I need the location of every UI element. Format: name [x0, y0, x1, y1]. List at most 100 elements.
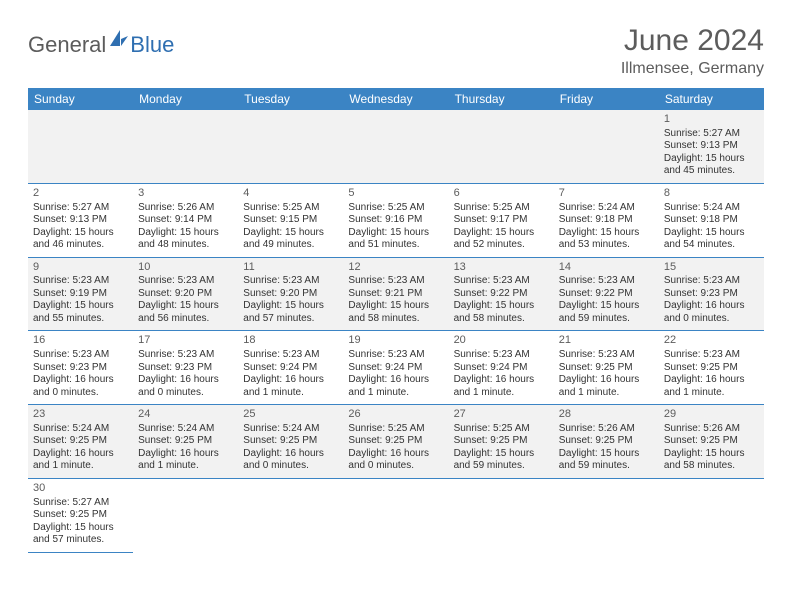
- day-info-line: Daylight: 16 hours: [348, 448, 443, 461]
- day-info-line: Sunrise: 5:23 AM: [243, 349, 338, 362]
- day-info-line: and 1 minute.: [559, 387, 654, 400]
- day-info-line: Sunset: 9:25 PM: [348, 435, 443, 448]
- calendar-day-cell: 3Sunrise: 5:26 AMSunset: 9:14 PMDaylight…: [133, 184, 238, 258]
- day-info-line: Sunset: 9:15 PM: [243, 214, 338, 227]
- day-info-line: Daylight: 15 hours: [348, 227, 443, 240]
- day-info-line: Sunrise: 5:26 AM: [664, 423, 759, 436]
- day-number: 12: [348, 261, 443, 275]
- day-info-line: Sunset: 9:25 PM: [559, 435, 654, 448]
- calendar-blank-cell: [133, 479, 238, 553]
- day-info-line: Sunset: 9:18 PM: [664, 214, 759, 227]
- day-info-line: Sunrise: 5:27 AM: [33, 202, 128, 215]
- day-info-line: Sunrise: 5:23 AM: [138, 349, 233, 362]
- calendar-day-cell: 9Sunrise: 5:23 AMSunset: 9:19 PMDaylight…: [28, 258, 133, 332]
- calendar-blank-cell: [28, 110, 133, 184]
- day-info-line: Sunrise: 5:23 AM: [348, 275, 443, 288]
- calendar-day-cell: 29Sunrise: 5:26 AMSunset: 9:25 PMDayligh…: [659, 405, 764, 479]
- day-info-line: Daylight: 15 hours: [559, 300, 654, 313]
- day-info-line: Sunrise: 5:25 AM: [243, 202, 338, 215]
- day-header: Wednesday: [343, 88, 448, 110]
- calendar-day-cell: 16Sunrise: 5:23 AMSunset: 9:23 PMDayligh…: [28, 331, 133, 405]
- day-info-line: Sunset: 9:24 PM: [454, 362, 549, 375]
- day-number: 21: [559, 334, 654, 348]
- day-info-line: Daylight: 16 hours: [559, 374, 654, 387]
- day-info-line: Daylight: 15 hours: [454, 227, 549, 240]
- day-info-line: Daylight: 15 hours: [243, 227, 338, 240]
- day-info-line: Sunset: 9:21 PM: [348, 288, 443, 301]
- day-number: 9: [33, 261, 128, 275]
- day-info-line: Sunrise: 5:23 AM: [664, 349, 759, 362]
- day-number: 15: [664, 261, 759, 275]
- day-info-line: Sunset: 9:23 PM: [33, 362, 128, 375]
- day-number: 26: [348, 408, 443, 422]
- day-info-line: Sunset: 9:18 PM: [559, 214, 654, 227]
- day-info-line: Sunset: 9:17 PM: [454, 214, 549, 227]
- day-number: 25: [243, 408, 338, 422]
- day-info-line: Sunrise: 5:24 AM: [559, 202, 654, 215]
- header: General Blue June 2024 Illmensee, German…: [28, 24, 764, 78]
- day-info-line: Sunrise: 5:27 AM: [33, 497, 128, 510]
- day-info-line: and 59 minutes.: [559, 460, 654, 473]
- day-number: 8: [664, 187, 759, 201]
- day-info-line: Sunrise: 5:23 AM: [33, 349, 128, 362]
- day-info-line: Daylight: 15 hours: [454, 300, 549, 313]
- day-info-line: Daylight: 15 hours: [348, 300, 443, 313]
- day-info-line: and 0 minutes.: [348, 460, 443, 473]
- day-info-line: Sunset: 9:22 PM: [559, 288, 654, 301]
- month-title: June 2024: [621, 24, 764, 58]
- calendar-blank-cell: [238, 479, 343, 553]
- calendar-blank-cell: [238, 110, 343, 184]
- calendar-day-cell: 5Sunrise: 5:25 AMSunset: 9:16 PMDaylight…: [343, 184, 448, 258]
- day-info-line: Daylight: 15 hours: [138, 300, 233, 313]
- day-info-line: Sunrise: 5:27 AM: [664, 128, 759, 141]
- day-info-line: Daylight: 16 hours: [454, 374, 549, 387]
- day-number: 6: [454, 187, 549, 201]
- day-info-line: Sunset: 9:25 PM: [33, 509, 128, 522]
- day-header: Tuesday: [238, 88, 343, 110]
- day-info-line: and 54 minutes.: [664, 239, 759, 252]
- day-info-line: Sunrise: 5:26 AM: [559, 423, 654, 436]
- day-info-line: Daylight: 16 hours: [33, 448, 128, 461]
- day-info-line: Sunrise: 5:25 AM: [348, 423, 443, 436]
- day-header: Monday: [133, 88, 238, 110]
- sail-icon: [108, 28, 130, 53]
- day-info-line: and 59 minutes.: [454, 460, 549, 473]
- day-number: 20: [454, 334, 549, 348]
- day-info-line: and 57 minutes.: [243, 313, 338, 326]
- day-info-line: Daylight: 16 hours: [664, 300, 759, 313]
- day-info-line: and 0 minutes.: [664, 313, 759, 326]
- day-info-line: Sunset: 9:25 PM: [559, 362, 654, 375]
- day-number: 22: [664, 334, 759, 348]
- day-info-line: Sunrise: 5:23 AM: [559, 275, 654, 288]
- calendar-day-cell: 17Sunrise: 5:23 AMSunset: 9:23 PMDayligh…: [133, 331, 238, 405]
- calendar-grid: SundayMondayTuesdayWednesdayThursdayFrid…: [28, 88, 764, 553]
- day-number: 18: [243, 334, 338, 348]
- day-info-line: and 58 minutes.: [664, 460, 759, 473]
- day-header: Friday: [554, 88, 659, 110]
- day-number: 14: [559, 261, 654, 275]
- calendar-day-cell: 13Sunrise: 5:23 AMSunset: 9:22 PMDayligh…: [449, 258, 554, 332]
- day-number: 13: [454, 261, 549, 275]
- day-info-line: Sunset: 9:24 PM: [243, 362, 338, 375]
- calendar-day-cell: 4Sunrise: 5:25 AMSunset: 9:15 PMDaylight…: [238, 184, 343, 258]
- day-number: 10: [138, 261, 233, 275]
- calendar-page: General Blue June 2024 Illmensee, German…: [0, 0, 792, 577]
- day-info-line: and 1 minute.: [33, 460, 128, 473]
- calendar-day-cell: 22Sunrise: 5:23 AMSunset: 9:25 PMDayligh…: [659, 331, 764, 405]
- calendar-day-cell: 6Sunrise: 5:25 AMSunset: 9:17 PMDaylight…: [449, 184, 554, 258]
- day-number: 23: [33, 408, 128, 422]
- day-info-line: Sunset: 9:25 PM: [664, 362, 759, 375]
- location: Illmensee, Germany: [621, 60, 764, 78]
- calendar-blank-cell: [449, 110, 554, 184]
- calendar-blank-cell: [343, 110, 448, 184]
- day-info-line: and 55 minutes.: [33, 313, 128, 326]
- calendar-day-cell: 30Sunrise: 5:27 AMSunset: 9:25 PMDayligh…: [28, 479, 133, 553]
- day-info-line: Daylight: 16 hours: [348, 374, 443, 387]
- day-info-line: Daylight: 15 hours: [243, 300, 338, 313]
- calendar-day-cell: 26Sunrise: 5:25 AMSunset: 9:25 PMDayligh…: [343, 405, 448, 479]
- day-info-line: Sunrise: 5:24 AM: [33, 423, 128, 436]
- day-info-line: Daylight: 16 hours: [243, 374, 338, 387]
- day-info-line: Sunset: 9:24 PM: [348, 362, 443, 375]
- calendar-day-cell: 10Sunrise: 5:23 AMSunset: 9:20 PMDayligh…: [133, 258, 238, 332]
- calendar-day-cell: 25Sunrise: 5:24 AMSunset: 9:25 PMDayligh…: [238, 405, 343, 479]
